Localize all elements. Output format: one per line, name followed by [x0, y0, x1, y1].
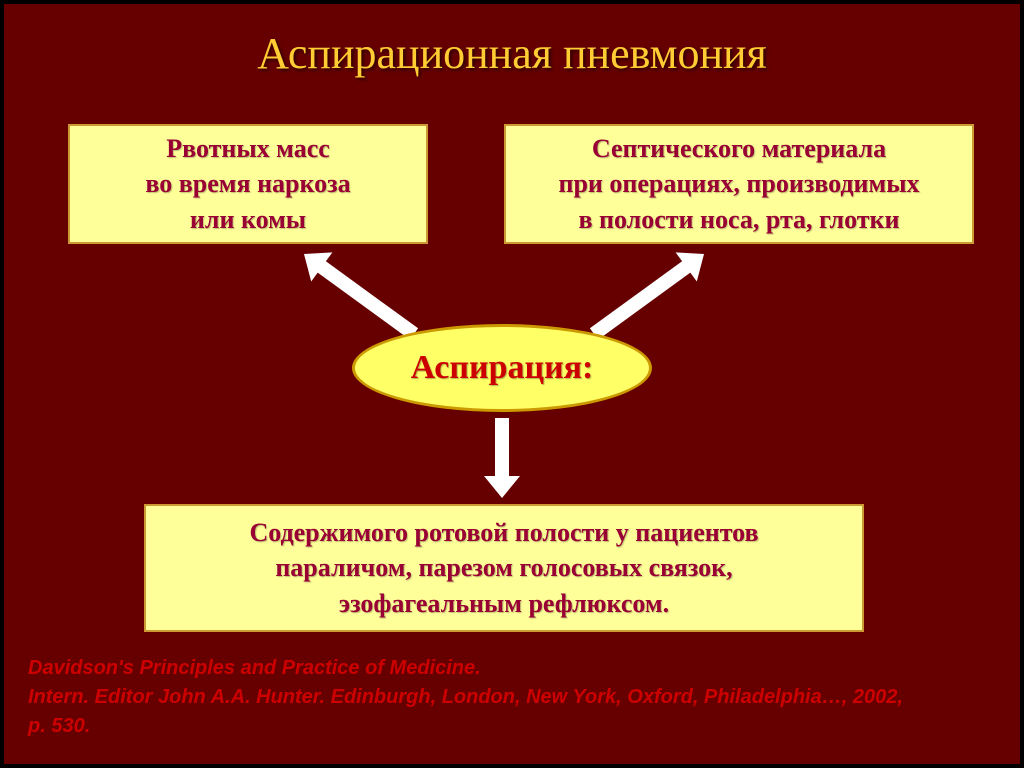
arrow-to-bottom [482, 398, 522, 518]
citation-text: Davidson's Principles and Practice of Me… [28, 654, 903, 741]
citation-line: Intern. Editor John A.A. Hunter. Edinbur… [28, 683, 903, 712]
citation-line: Davidson's Principles and Practice of Me… [28, 654, 903, 683]
box-top-right: Септического материалапри операциях, про… [504, 124, 974, 244]
box-line: в полости носа, рта, глотки [578, 202, 899, 237]
slide-canvas: Аспирационная пневмония Рвотных массво в… [4, 4, 1020, 764]
slide-title: Аспирационная пневмония [4, 28, 1020, 79]
box-top-left: Рвотных массво время наркозаили комы [68, 124, 428, 244]
outer-frame: Аспирационная пневмония Рвотных массво в… [0, 0, 1024, 768]
ellipse-label: Аспирация: [411, 349, 594, 387]
center-ellipse: Аспирация: [352, 324, 652, 412]
box-line: при операциях, производимых [558, 166, 919, 201]
citation-line: p. 530. [28, 712, 903, 741]
box-line: Рвотных масс [166, 131, 330, 166]
box-line: параличом, парезом голосовых связок, [275, 550, 732, 585]
box-line: во время наркоза [145, 166, 350, 201]
box-bottom: Содержимого ротовой полости у пациентовп… [144, 504, 864, 632]
box-line: или комы [190, 202, 306, 237]
box-line: Содержимого ротовой полости у пациентов [249, 515, 758, 550]
box-line: Септического материала [592, 131, 886, 166]
box-line: эзофагеальным рефлюксом. [339, 586, 669, 621]
